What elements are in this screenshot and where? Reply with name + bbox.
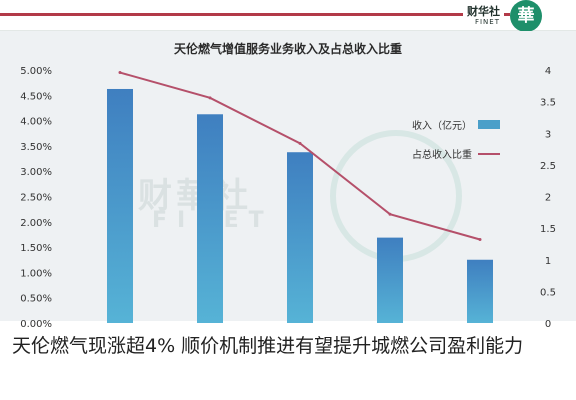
y-right-tick-label: 1.5	[540, 224, 556, 235]
banner-accent-line	[0, 13, 510, 16]
y-left-tick-label: 2.50%	[20, 193, 52, 204]
brand-name: 财华社 FINET	[463, 6, 504, 28]
y-left-tick-label: 4.50%	[20, 91, 52, 102]
y-left-tick-label: 3.00%	[20, 167, 52, 178]
y-right-tick-label: 3.5	[540, 98, 556, 109]
y-right-tick-label: 1	[545, 256, 551, 267]
brand-subtext: FINET	[474, 18, 500, 26]
top-banner: 财华社 FINET 華	[0, 0, 576, 32]
y-right-tick-label: 2	[545, 193, 551, 204]
watermark-text: 财華社	[138, 176, 252, 216]
bar	[467, 259, 493, 323]
brand-text: 财华社	[467, 5, 500, 18]
y-left-tick-label: 2.00%	[20, 218, 52, 229]
y-left-tick-label: 1.00%	[20, 268, 52, 279]
line-point	[478, 238, 482, 242]
y-right-tick-label: 3	[545, 129, 551, 140]
y-left-tick-label: 1.50%	[20, 243, 52, 254]
y-right-tick-label: 0.5	[540, 287, 556, 298]
bar	[287, 152, 313, 323]
y-left-tick-label: 5.00%	[20, 66, 52, 77]
bar	[197, 114, 223, 324]
legend-label-line: 占总收入比重	[412, 148, 472, 161]
chart: 0.00% 0.50% 1.00% 1.50% 2.00% 2.50% 3.00% 3.50%…	[20, 66, 556, 330]
line-point	[208, 96, 212, 100]
line-point	[118, 71, 122, 75]
line-point	[388, 212, 392, 216]
bar	[107, 88, 133, 323]
bar	[377, 237, 403, 323]
y-left-tick-label: 0.50%	[20, 294, 52, 305]
chart-title: 天伦燃气增值服务业务收入及占总收入比重	[173, 42, 402, 56]
legend-swatch-bar	[478, 120, 500, 129]
y-left-tick-label: 3.50%	[20, 142, 52, 153]
brand-logo-icon: 華	[510, 0, 542, 32]
y-left-tick-label: 4.00%	[20, 117, 52, 128]
y-right-tick-label: 0	[545, 319, 551, 330]
legend-label-bar: 收入（亿元）	[412, 119, 472, 132]
article-headline[interactable]: 天伦燃气现涨超4% 顺价机制推进有望提升城燃公司盈利能力	[12, 335, 524, 357]
y-left-tick-label: 0.00%	[20, 319, 52, 330]
y-right-tick-label: 4	[545, 66, 551, 77]
line-point	[298, 141, 302, 145]
y-right-tick-label: 2.5	[540, 161, 556, 172]
